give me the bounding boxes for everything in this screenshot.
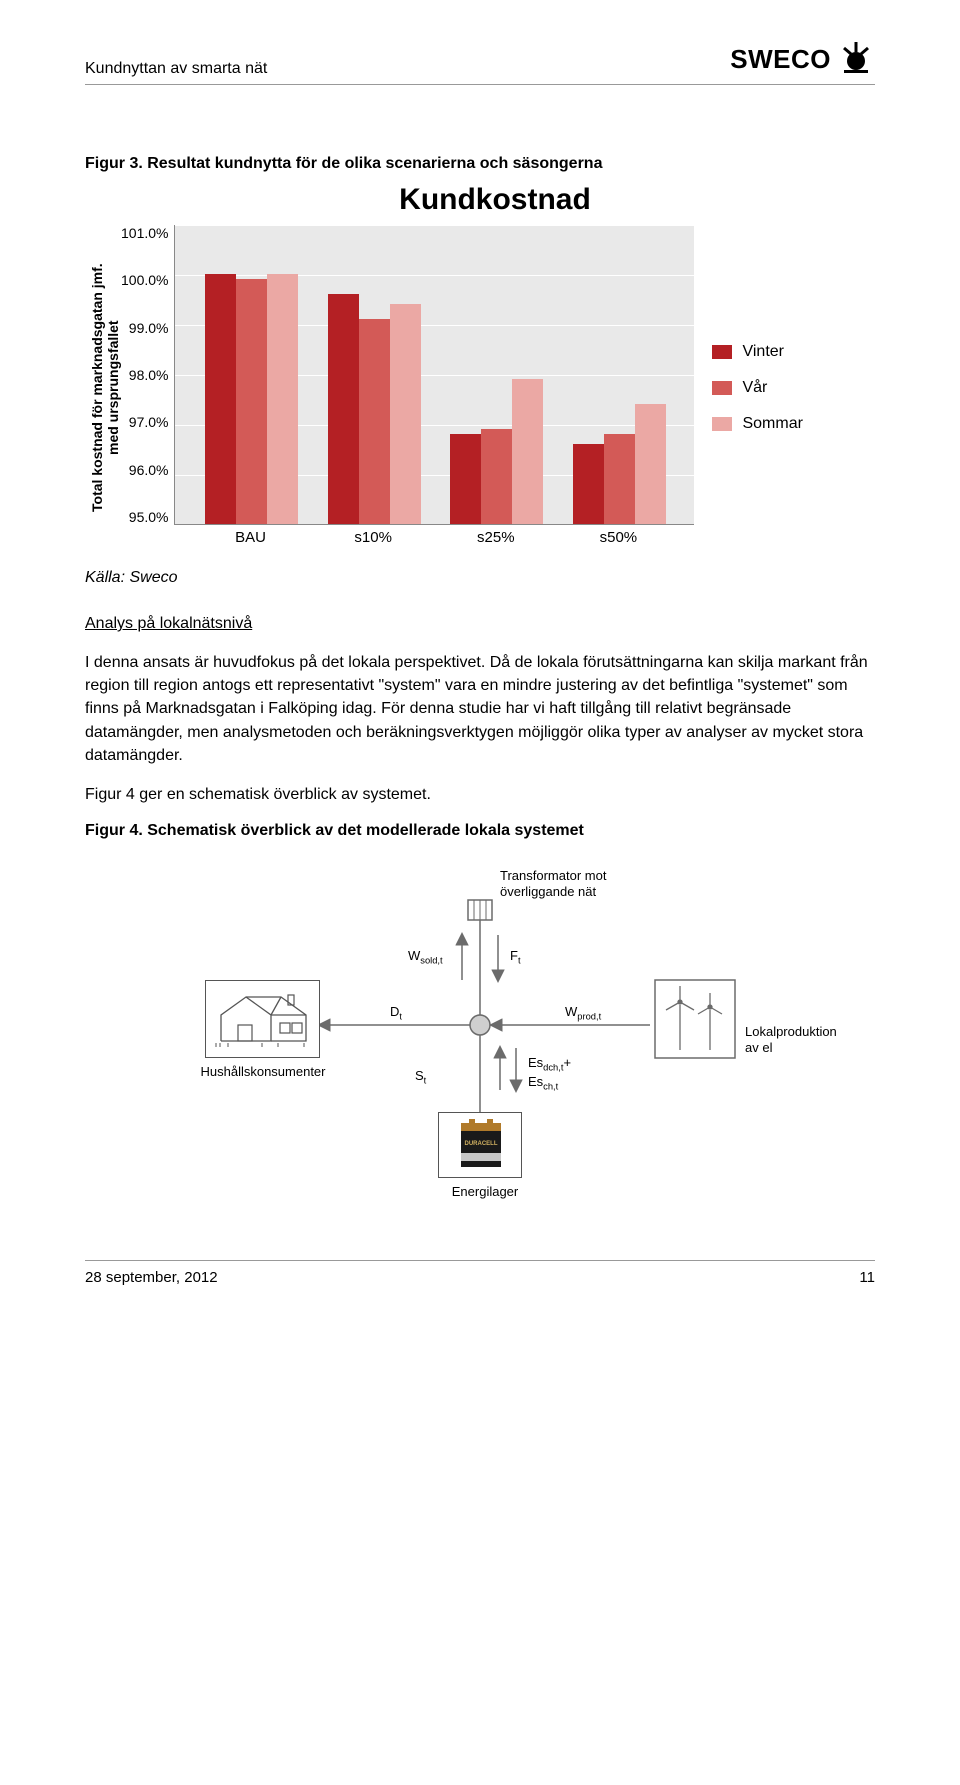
diagram-label-house: Hushållskonsumenter — [188, 1064, 338, 1080]
analysis-para2: Figur 4 ger en schematisk överblick av s… — [85, 783, 875, 806]
legend-label: Vår — [742, 379, 767, 397]
diagram-label-d: Dt — [390, 1004, 402, 1023]
chart-bar — [450, 434, 481, 524]
chart-xtick: BAU — [235, 529, 266, 546]
chart-xtick: s10% — [354, 529, 392, 546]
legend-item: Vår — [712, 379, 802, 397]
figure3-source: Källa: Sweco — [85, 569, 875, 587]
chart-bar — [359, 319, 390, 524]
chart-legend: Vinter Vår Sommar — [712, 225, 802, 551]
chart-ytick: 95.0% — [121, 509, 168, 525]
diagram-label-transformer: Transformator mot överliggande nät — [500, 868, 650, 899]
logo-text: SWECO — [730, 44, 831, 75]
header-divider — [85, 84, 875, 85]
svg-text:DURACELL: DURACELL — [465, 1141, 498, 1147]
chart-xtick: s50% — [600, 529, 638, 546]
chart-yaxis-label: Total kostnad för marknadsgatan jmf. med… — [85, 225, 121, 551]
diagram-label-localprod: Lokalproduktion av el — [745, 1024, 855, 1055]
chart-bar — [512, 379, 543, 524]
figure4-caption: Figur 4. Schematisk överblick av det mod… — [85, 822, 875, 840]
chart-ytick: 100.0% — [121, 272, 168, 288]
house-icon — [206, 981, 321, 1059]
chart-ytick: 99.0% — [121, 320, 168, 336]
diagram-label-es: Esdch,t+ Esch,t — [528, 1055, 571, 1093]
figure3-caption: Figur 3. Resultat kundnytta för de olika… — [85, 155, 875, 173]
chart-xaxis-ticks: BAU s10% s25% s50% — [174, 525, 694, 551]
diagram-label-f: Ft — [510, 948, 521, 967]
chart-ytick: 98.0% — [121, 367, 168, 383]
chart-ytick: 97.0% — [121, 414, 168, 430]
legend-label: Vinter — [742, 343, 784, 361]
chart-bar — [635, 404, 666, 524]
chart-bar — [236, 279, 267, 524]
analysis-heading: Analys på lokalnätsnivå — [85, 615, 875, 633]
legend-item: Sommar — [712, 415, 802, 433]
diagram-label-s: St — [415, 1068, 426, 1087]
legend-swatch — [712, 345, 732, 359]
chart-bar — [573, 444, 604, 524]
chart-ytick: 101.0% — [121, 225, 168, 241]
doc-header-title: Kundnyttan av smarta nät — [85, 60, 267, 78]
diagram-label-wprod: Wprod,t — [565, 1004, 601, 1023]
diagram-battery-box: DURACELL — [438, 1112, 522, 1178]
battery-icon: DURACELL — [439, 1113, 523, 1179]
chart-bar — [205, 274, 236, 524]
chart-ytick: 96.0% — [121, 462, 168, 478]
diagram-label-storage: Energilager — [445, 1184, 525, 1200]
chart-bar — [328, 294, 359, 524]
chart-xtick: s25% — [477, 529, 515, 546]
chart-bar — [390, 304, 421, 524]
legend-swatch — [712, 417, 732, 431]
footer-divider — [85, 1260, 875, 1261]
chart-bar — [481, 429, 512, 524]
diagram-house-box — [205, 980, 320, 1058]
legend-label: Sommar — [742, 415, 802, 433]
legend-swatch — [712, 381, 732, 395]
analysis-para1: I denna ansats är huvudfokus på det loka… — [85, 651, 875, 767]
footer-date: 28 september, 2012 — [85, 1269, 218, 1286]
chart-yaxis-ticks: 101.0% 100.0% 99.0% 98.0% 97.0% 96.0% 95.0% — [121, 225, 174, 525]
chart-kundkostnad: Kundkostnad Total kostnad för marknadsga… — [85, 183, 865, 551]
legend-item: Vinter — [712, 343, 802, 361]
logo-icon — [837, 40, 875, 78]
chart-plot-area — [174, 225, 694, 525]
footer-page: 11 — [859, 1269, 875, 1286]
chart-title: Kundkostnad — [125, 183, 865, 217]
chart-bar — [604, 434, 635, 524]
diagram-label-wsold: Wsold,t — [408, 948, 443, 967]
logo: SWECO — [730, 40, 875, 78]
figure4-diagram: Transformator mot överliggande nät Wsold… — [170, 850, 790, 1220]
chart-bar — [267, 274, 298, 524]
